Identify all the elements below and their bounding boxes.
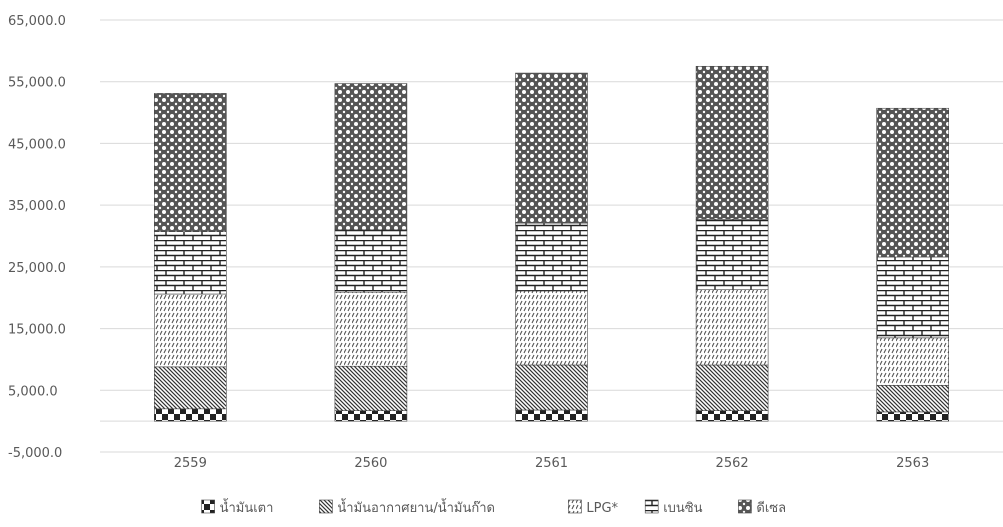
x-tick-label: 2559: [174, 456, 207, 471]
bar-segment: [334, 229, 408, 293]
bar-segment: [695, 289, 769, 366]
bar-segment: [334, 365, 408, 411]
x-tick-label: 2561: [535, 456, 568, 471]
bar-segment: [695, 65, 769, 220]
bar-segment: [876, 385, 950, 413]
bar-segment: [515, 72, 588, 224]
y-tick-label: 65,000.0: [8, 14, 66, 29]
legend-item: น้ำมันเตา: [201, 498, 274, 516]
legend-swatch: [568, 499, 582, 514]
bar-segment: [515, 290, 588, 366]
bar-segment: [695, 364, 769, 411]
y-tick-label: -5,000.0: [8, 446, 62, 461]
y-tick-label: 5,000.0: [8, 384, 58, 399]
bar-segment: [876, 337, 950, 386]
bars: [154, 65, 950, 422]
bar-segment: [334, 410, 408, 422]
bar-segment: [154, 366, 227, 410]
x-tick-label: 2563: [896, 456, 929, 471]
bar-segment: [515, 222, 588, 292]
x-tick-label: 2562: [716, 456, 749, 471]
x-tick-label: 2560: [354, 456, 387, 471]
y-tick-label: 25,000.0: [8, 261, 66, 276]
x-axis: 2559 2560 2561 2562 2563: [174, 456, 929, 471]
bar-segment: [154, 408, 227, 422]
legend-label: เบนซิน: [663, 501, 702, 516]
legend-label: น้ำมันเตา: [220, 498, 274, 516]
bar-segment: [695, 410, 769, 422]
legend-label: ดีเซล: [756, 500, 786, 516]
legend-item: LPG*: [568, 499, 619, 516]
bar-segment: [876, 411, 950, 422]
legend-item: น้ำมันอากาศยาน/น้ำมันก๊าด: [319, 498, 495, 516]
legend-item: เบนซิน: [644, 499, 703, 516]
y-tick-label: 45,000.0: [8, 137, 66, 152]
legend-label: LPG*: [586, 501, 618, 516]
bar-segment: [695, 219, 769, 290]
y-tick-label: 35,000.0: [8, 199, 66, 214]
y-tick-label: 15,000.0: [8, 323, 66, 338]
bar-segment: [876, 107, 950, 258]
bar-segment: [334, 83, 408, 231]
legend: น้ำมันเตา น้ำมันอากาศยาน/น้ำมันก๊าด LPG* เบ…: [201, 498, 786, 516]
bar-segment: [876, 256, 950, 339]
bar-segment: [154, 293, 227, 368]
bar-segment: [154, 93, 227, 232]
legend-swatch: [738, 499, 752, 514]
bar-segment: [515, 409, 588, 422]
bar-segment: [515, 364, 588, 411]
legend-item: ดีเซล: [738, 499, 786, 516]
y-axis: -5,000.0 5,000.0 15,000.0 25,000.0 35,000.0 4…: [8, 14, 66, 461]
bar-segment: [154, 231, 227, 295]
bar-segment: [334, 291, 408, 367]
legend-swatch: [644, 499, 659, 514]
y-tick-label: 55,000.0: [8, 76, 66, 91]
legend-swatch: [319, 499, 333, 514]
legend-label: น้ำมันอากาศยาน/น้ำมันก๊าด: [337, 498, 495, 516]
legend-swatch: [201, 499, 215, 514]
